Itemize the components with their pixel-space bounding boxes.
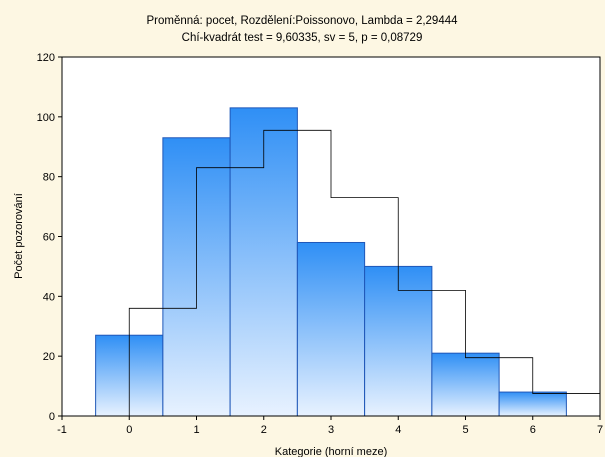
expected-layer: [95, 129, 600, 417]
x-tick-label: 6: [530, 424, 536, 436]
y-tick-label: 80: [43, 172, 55, 184]
x-tick-label: 4: [395, 424, 401, 436]
y-tick-label: 60: [43, 232, 55, 244]
chart-subtitle: Chí-kvadrát test = 9,60335, sv = 5, p = …: [182, 32, 423, 44]
expected-frequency-line: [95, 129, 600, 417]
y-tick-label: 100: [37, 112, 55, 124]
y-tick-label: 120: [37, 52, 55, 64]
x-tick-label: 0: [126, 424, 132, 436]
x-tick-label: 1: [193, 424, 199, 436]
x-tick-label: 7: [597, 424, 603, 436]
x-axis-label: Kategorie (horní meze): [275, 446, 388, 457]
y-tick-label: 40: [43, 291, 55, 303]
x-tick-label: 3: [328, 424, 334, 436]
y-axis-label: Počet pozorování: [13, 193, 25, 279]
bar-3: [296, 241, 366, 417]
y-tick-label: 20: [43, 351, 55, 363]
y-tick-label: 0: [49, 411, 55, 423]
x-tick-label: 2: [261, 424, 267, 436]
x-tick-label: 5: [462, 424, 468, 436]
bar-5: [431, 352, 500, 417]
x-tick-label: -1: [57, 424, 67, 436]
chart-title: Proměnná: pocet, Rozdělení:Poissonovo, L…: [146, 15, 458, 27]
bar-6: [498, 391, 567, 417]
